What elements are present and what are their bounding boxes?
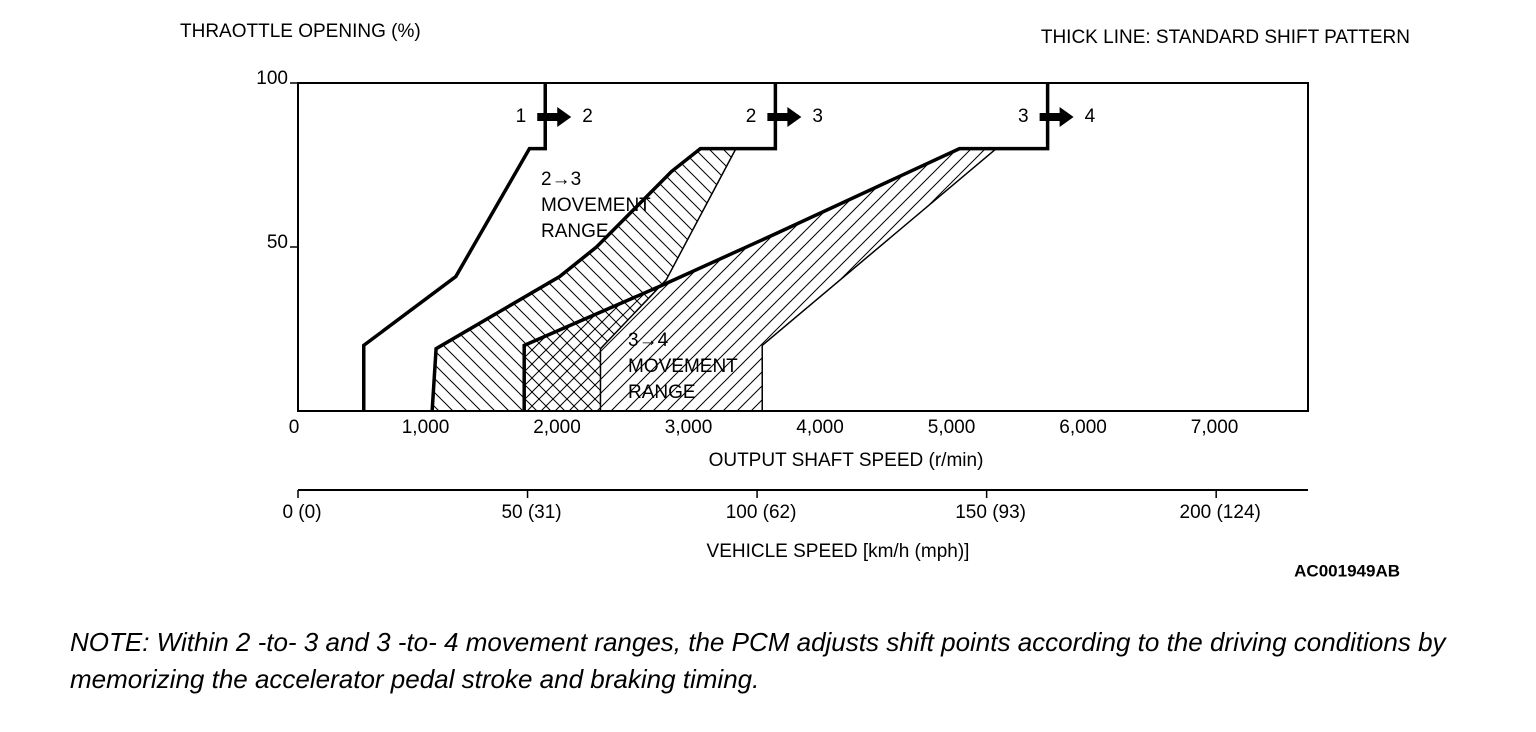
shift-from: 2 (746, 106, 757, 127)
figure-code: AC001949AB (1294, 561, 1400, 580)
y-tick-label: 100 (256, 68, 288, 89)
shift-to: 3 (812, 106, 823, 127)
shift-to: 2 (582, 106, 593, 127)
shift-line (761, 148, 997, 411)
range-label: 2→3 (541, 169, 581, 190)
x-tick-label: 5,000 (928, 417, 976, 438)
x-axis-label: OUTPUT SHAFT SPEED (r/min) (709, 450, 984, 471)
x2-tick-label: 100 (62) (726, 502, 797, 523)
x-tick-label: 7,000 (1191, 417, 1239, 438)
shift-from: 3 (1018, 106, 1029, 127)
x2-tick-label: 50 (31) (501, 502, 561, 523)
movement-range (432, 148, 776, 411)
range-label: RANGE (541, 221, 609, 242)
x2-axis-label: VEHICLE SPEED [km/h (mph)] (707, 541, 970, 562)
x2-tick-label: 200 (124) (1180, 502, 1261, 523)
x-tick-label: 3,000 (665, 417, 713, 438)
range-label: MOVEMENT (628, 356, 738, 377)
x-tick-label: 1,000 (402, 417, 450, 438)
range-label: RANGE (628, 382, 696, 403)
x2-tick-label: 0 (0) (282, 502, 321, 523)
shift-line (430, 83, 778, 412)
shift-line (599, 148, 737, 411)
x-tick-label: 0 (289, 417, 300, 438)
movement-range (524, 148, 1048, 411)
shift-to: 4 (1085, 106, 1096, 127)
y-axis-label: THRAOTTLE OPENING (%) (180, 21, 421, 42)
chart: THRAOTTLE OPENING (%) THICK LINE: STANDA… (180, 21, 1410, 580)
y-tick-label: 50 (267, 232, 288, 253)
shift-arrow (767, 107, 802, 127)
shift-from: 1 (516, 106, 527, 127)
x-tick-label: 4,000 (796, 417, 844, 438)
note: NOTE: Within 2 -to- 3 and 3 -to- 4 movem… (70, 627, 1446, 694)
x2-tick-label: 150 (93) (955, 502, 1026, 523)
x-tick-label: 2,000 (533, 417, 581, 438)
range-label: 3→4 (628, 330, 669, 351)
legend-note: THICK LINE: STANDARD SHIFT PATTERN (1041, 27, 1410, 48)
shift-line (362, 83, 547, 411)
shift-line (522, 83, 1050, 411)
range-label: MOVEMENT (541, 195, 651, 216)
x-tick-label: 6,000 (1059, 417, 1107, 438)
shift-arrow (1039, 107, 1074, 127)
shift-arrow (537, 107, 572, 127)
